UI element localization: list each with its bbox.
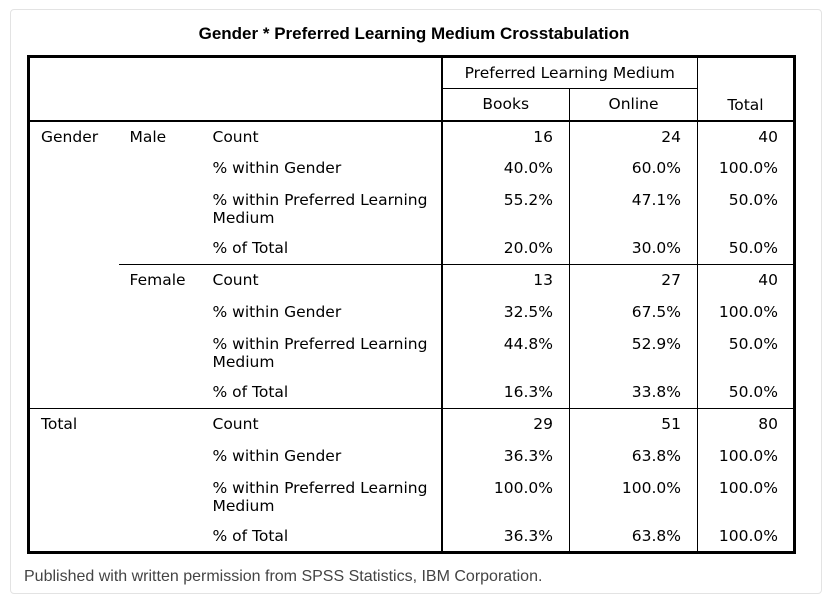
cell-total: 40 (758, 127, 778, 146)
cell-total: 50.0% (728, 382, 778, 401)
row-statistic: % within Preferred Learning Medium (210, 328, 443, 377)
table-row: % within Preferred Learning Medium 55.2% 4… (29, 184, 795, 233)
cell-books: 16.3% (441, 376, 570, 409)
row-label: Total (28, 408, 119, 553)
row-statistic: Count (210, 120, 443, 153)
cell-online: 63.8% (569, 440, 698, 473)
cell-books: 20.0% (441, 232, 570, 265)
header-row-cols: Books Online (29, 88, 795, 122)
cell-total: 100.0% (718, 158, 778, 177)
table-row: % of Total 36.3% 63.8% 100.0% (29, 520, 795, 553)
header-col-online: Online (569, 88, 698, 122)
row-statistic: Count (210, 408, 443, 441)
row-sublabel (118, 408, 211, 553)
cell-total: 100.0% (718, 302, 778, 321)
cell-total: 100.0% (718, 526, 778, 545)
cell-online: 60.0% (569, 152, 698, 185)
cell-books: 16 (441, 120, 570, 153)
header-col-books: Books (441, 88, 570, 122)
table-row: % of Total 20.0% 30.0% 50.0% (29, 232, 795, 265)
header-group-label: Preferred Learning Medium (441, 56, 698, 89)
header-corner (28, 56, 443, 122)
table-body: Gender Male Count 16 24 40% within Gender 40.0… (28, 120, 795, 553)
table-title: Gender * Preferred Learning Medium Cross… (198, 24, 630, 43)
cell-books: 36.3% (441, 440, 570, 473)
table-row: Total Count 29 51 80 (28, 408, 795, 553)
table-row: Gender Male Count 16 24 40 (29, 120, 795, 153)
row-label: Gender (41, 127, 99, 146)
table-row: % within Preferred Learning Medium 44.8% 5… (29, 328, 795, 377)
cell-books: 32.5% (441, 296, 570, 329)
row-statistic: % of Total (210, 232, 443, 265)
cell-books: 29 (441, 408, 570, 441)
row-statistic: % within Preferred Learning Medium (210, 184, 443, 233)
cell-books: 100.0% (441, 472, 570, 521)
table-row: % within Gender 32.5% 67.5% 100.0% (29, 296, 795, 329)
row-sublabel: Male (129, 127, 167, 146)
table-row: % within Gender 40.0% 60.0% 100.0% (29, 152, 795, 185)
figure-caption: Published with written permission from S… (24, 568, 543, 585)
table-row: % within Preferred Learning Medium 100.0%… (29, 472, 795, 521)
cell-total: 80 (697, 408, 795, 441)
row-statistic: % within Gender (210, 152, 443, 185)
cell-total: 100.0% (718, 478, 778, 497)
cell-online: 100.0% (569, 472, 698, 521)
cell-total: 50.0% (728, 190, 778, 209)
row-statistic: % within Preferred Learning Medium (210, 472, 443, 521)
row-sublabel: Female (118, 264, 211, 409)
row-statistic: % of Total (210, 520, 443, 553)
cell-online: 47.1% (569, 184, 698, 233)
cell-online: 51 (569, 408, 698, 441)
header-row-group: Preferred Learning Medium Total (28, 56, 795, 122)
table-row: % within Gender 36.3% 63.8% 100.0% (29, 440, 795, 473)
row-statistic: % within Gender (210, 440, 443, 473)
table-row: Female Count 13 27 40 (29, 264, 795, 409)
cell-books: 55.2% (441, 184, 570, 233)
cell-online: 27 (569, 264, 698, 297)
cell-books: 40.0% (441, 152, 570, 185)
crosstab-table: Preferred Learning Medium Total Books On… (27, 55, 796, 554)
header-total: Total (697, 56, 795, 122)
cell-online: 67.5% (569, 296, 698, 329)
cell-books: 44.8% (441, 328, 570, 377)
cell-total: 40 (697, 264, 795, 297)
cell-total: 100.0% (718, 446, 778, 465)
cell-books: 36.3% (441, 520, 570, 553)
cell-books: 13 (441, 264, 570, 297)
row-statistic: % within Gender (210, 296, 443, 329)
cell-online: 24 (569, 120, 698, 153)
cell-online: 52.9% (569, 328, 698, 377)
cell-total: 50.0% (728, 334, 778, 353)
cell-online: 63.8% (569, 520, 698, 553)
cell-online: 30.0% (569, 232, 698, 265)
row-statistic: % of Total (210, 376, 443, 409)
row-statistic: Count (210, 264, 443, 297)
cell-online: 33.8% (569, 376, 698, 409)
table-row: % of Total 16.3% 33.8% 50.0% (29, 376, 795, 409)
cell-total: 50.0% (728, 238, 778, 257)
